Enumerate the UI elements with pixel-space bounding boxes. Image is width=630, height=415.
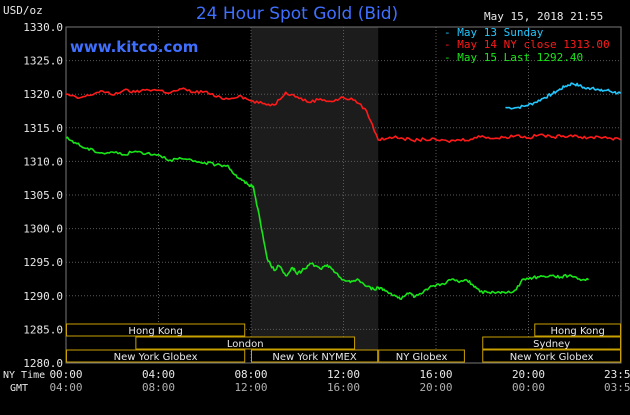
market-bar [135,336,356,350]
market-bar [378,349,465,363]
market-bar-label: New York NYMEX [272,352,357,363]
market-bar-label: Hong Kong [550,326,604,337]
x-tick-label-gmt: 12:00 [234,381,267,394]
legend-item-may13: - May 13 Sunday [444,26,544,39]
market-bar [66,323,246,337]
x-tick-label-gmt: 03:59 [604,381,630,394]
x-tick-label-ny: 16:00 [419,368,452,381]
gmt-axis-label: GMT [10,383,28,394]
x-tick-label-ny: 20:00 [512,368,545,381]
chart-title: 24 Hour Spot Gold (Bid) [196,4,398,24]
legend-item-may15: - May 15 Last 1292.40 [444,51,583,64]
series-layer [65,82,622,301]
series-line [65,136,590,301]
session-shade-layer [251,27,379,363]
x-tick-label-ny: 04:00 [142,368,175,381]
y-tick-labels: 1330.0 1325.0 1320.0 1315.0 1310.0 1305.0 1300… [23,21,63,370]
website-label: www.kitco.com [70,38,198,56]
market-bar-label: London [227,339,264,350]
market-bar-label: New York Globex [114,352,198,363]
x-tick-label-ny: 23:59 [604,368,630,381]
market-bar-label: Hong Kong [128,326,182,337]
x-tick-labels: 00:0004:0004:0008:0008:0012:0012:0016:00… [49,368,630,394]
x-tick-label-gmt: 04:00 [49,381,82,394]
plot-frame [65,26,622,364]
x-tick-label-gmt: 00:00 [512,381,545,394]
y-tick-label: 1300.0 [23,223,63,236]
ny-time-axis-label: NY Time [3,370,45,381]
y-tick-label: 1315.0 [23,122,63,135]
x-tick-label-ny: 00:00 [49,368,82,381]
y-tick-label: 1295.0 [23,256,63,269]
y-tick-label: 1320.0 [23,88,63,101]
y-tick-label: 1285.0 [23,323,63,336]
y-tick-label: 1280.0 [23,357,63,370]
y-tick-label: 1330.0 [23,21,63,34]
market-bar [534,323,621,337]
market-hours-layer: Hong Kong Hong Kong London Sydney New York G… [66,323,621,363]
legend-item-may14: - May 14 NY close 1313.00 [444,38,610,51]
y-axis-unit-label: USD/oz [3,4,43,17]
x-tick-label-gmt: 08:00 [142,381,175,394]
market-bar [482,349,621,363]
market-bar-label: NY Globex [396,352,448,363]
grid-layer [65,26,622,364]
legend: - May 13 Sunday - May 14 NY close 1313.0… [444,26,610,64]
market-bar-label: New York Globex [510,352,594,363]
x-tick-label-ny: 08:00 [234,368,267,381]
market-bar [66,349,246,363]
ny-session-shade [251,27,379,363]
market-bar [482,336,621,350]
series-line [505,82,622,110]
timestamp: May 15, 2018 21:55 [484,10,603,23]
y-tick-label: 1310.0 [23,155,63,168]
market-bar-label: Sydney [533,339,570,350]
x-tick-label-gmt: 20:00 [419,381,452,394]
y-tick-label: 1325.0 [23,55,63,68]
series-line [66,87,621,143]
y-tick-label: 1290.0 [23,290,63,303]
x-tick-label-ny: 12:00 [327,368,360,381]
market-bar [251,349,379,363]
y-tick-label: 1305.0 [23,189,63,202]
x-tick-label-gmt: 16:00 [327,381,360,394]
